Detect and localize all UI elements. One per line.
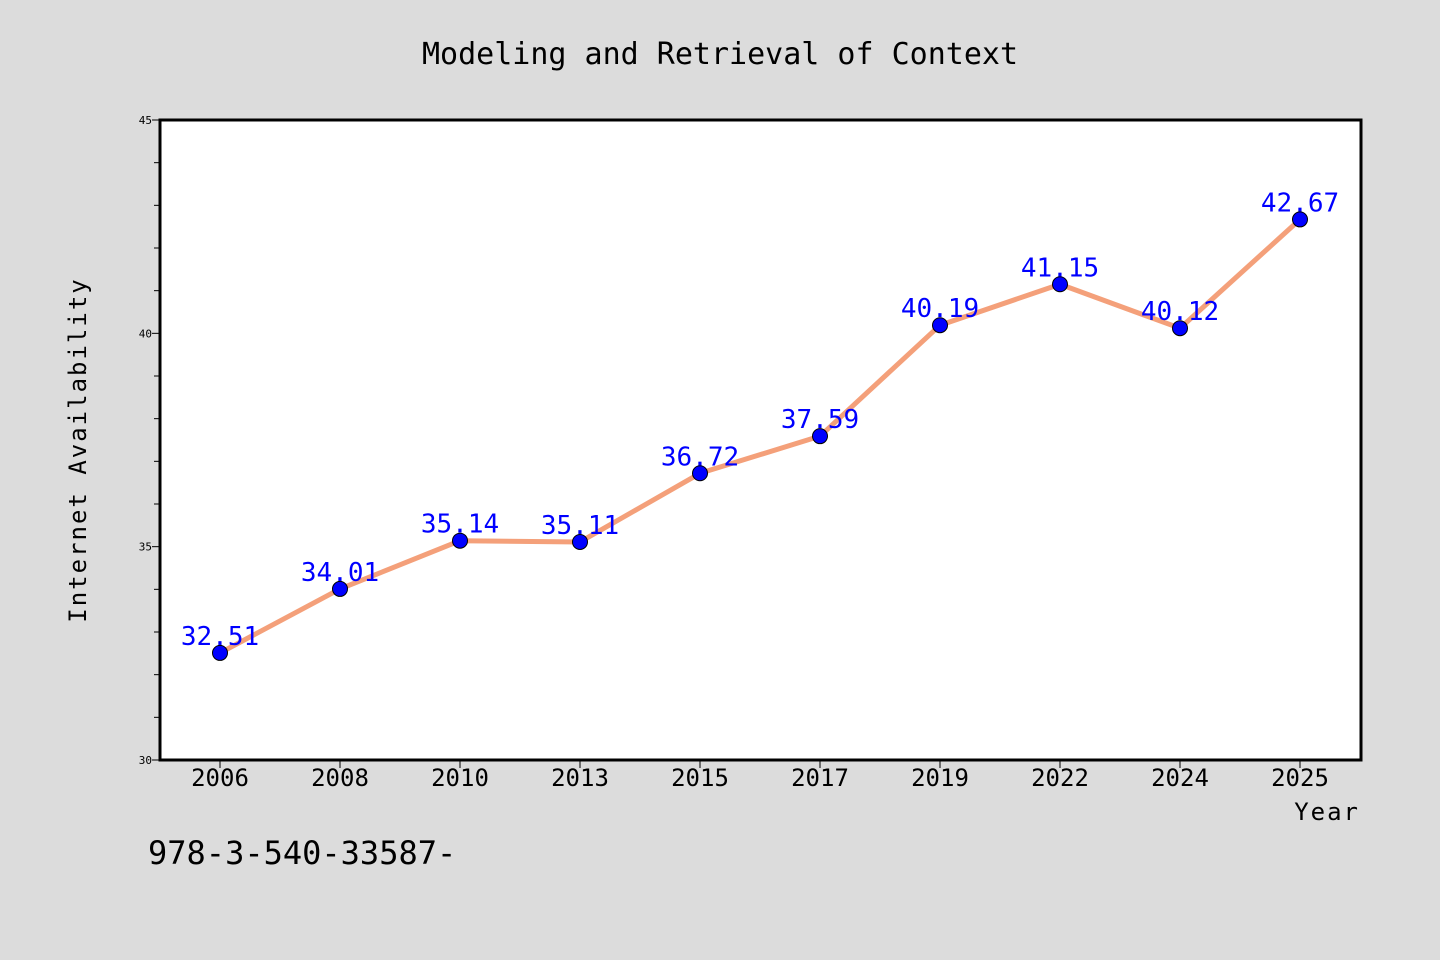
x-tick-label: 2013 [551,764,609,792]
y-tick-label: 40 [139,327,152,340]
x-tick-label: 2022 [1031,764,1089,792]
data-label: 36.72 [661,442,739,472]
data-point [1172,320,1188,337]
data-point [932,317,948,334]
data-labels: 32.51 34.01 35.14 35.11 36.72 37.59 40.19 41.15… [181,188,1339,651]
x-tick-label: 2010 [431,764,489,792]
y-tick-label: 35 [139,541,152,554]
series-line-group [217,216,1303,656]
data-point [1292,211,1308,228]
data-label: 34.01 [301,558,379,588]
data-point [332,580,348,597]
data-label: 42.67 [1261,188,1339,218]
y-axis-label: Internet Availability [64,277,92,622]
plot-area [158,118,1363,762]
data-point [572,533,588,550]
x-tick-label: 2006 [191,764,249,792]
data-point [812,428,828,445]
x-axis-label: Year [1294,798,1360,826]
x-axis: 2006 2008 2010 2013 2015 2017 2019 2022 2024 2025 [191,760,1329,792]
data-point [212,644,228,661]
chart-title: Modeling and Retrieval of Context [422,37,1018,72]
series-line [217,216,1303,656]
x-tick-label: 2019 [911,764,969,792]
data-point [452,532,468,549]
data-label: 40.12 [1141,297,1219,327]
data-point [692,465,708,482]
y-tick-label: 45 [139,114,152,127]
y-axis: 30 35 40 45 [139,114,160,767]
data-markers [212,211,1308,661]
x-tick-label: 2025 [1271,764,1329,792]
data-label: 35.14 [421,510,499,540]
footnote-text: 978-3-540-33587- [148,834,456,872]
x-tick-label: 2017 [791,764,849,792]
x-tick-label: 2024 [1151,764,1209,792]
data-label: 37.59 [781,405,859,435]
x-tick-label: 2008 [311,764,369,792]
data-label: 32.51 [181,622,259,652]
data-label: 41.15 [1021,253,1099,283]
data-point [1052,276,1068,293]
y-tick-label: 30 [139,754,152,767]
data-label: 35.11 [541,511,619,541]
data-label: 40.19 [901,294,979,324]
x-tick-label: 2015 [671,764,729,792]
